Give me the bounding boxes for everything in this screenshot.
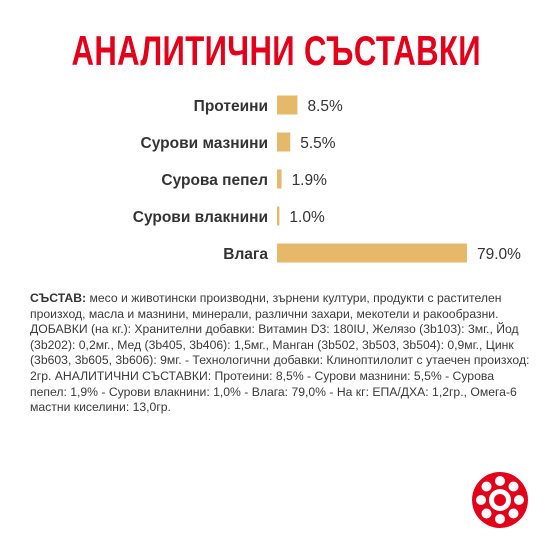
royal-canin-crown-logo-icon [472,472,528,528]
composition-label: СЪСТАВ: [30,291,87,305]
bar [277,206,280,226]
category-label: Сурова пепел [161,172,268,189]
value-label: 79.0% [477,246,521,263]
category-label: Сурови мазнини [141,135,268,152]
value-label: 5.5% [300,135,336,152]
bar [277,243,467,263]
category-label: Протеини [194,98,268,115]
bar [277,132,291,152]
category-label: Сурови влакнини [133,209,268,226]
category-label: Влага [223,246,268,263]
bar [277,169,282,189]
composition-description: СЪСТАВ: месо и животински производни, зъ… [30,291,530,416]
page-title: АНАЛИТИЧНИ СЪСТАВКИ [71,27,481,74]
composition-text: месо и животински производни, зърнени ку… [30,291,530,415]
value-label: 1.0% [289,209,325,226]
analytical-constituents-chart: Протеини 8.5% Сурови мазнини 5.5% Сурова пеп… [133,95,521,263]
value-label: 8.5% [307,98,343,115]
value-label: 1.9% [292,172,328,189]
bar [277,95,298,115]
